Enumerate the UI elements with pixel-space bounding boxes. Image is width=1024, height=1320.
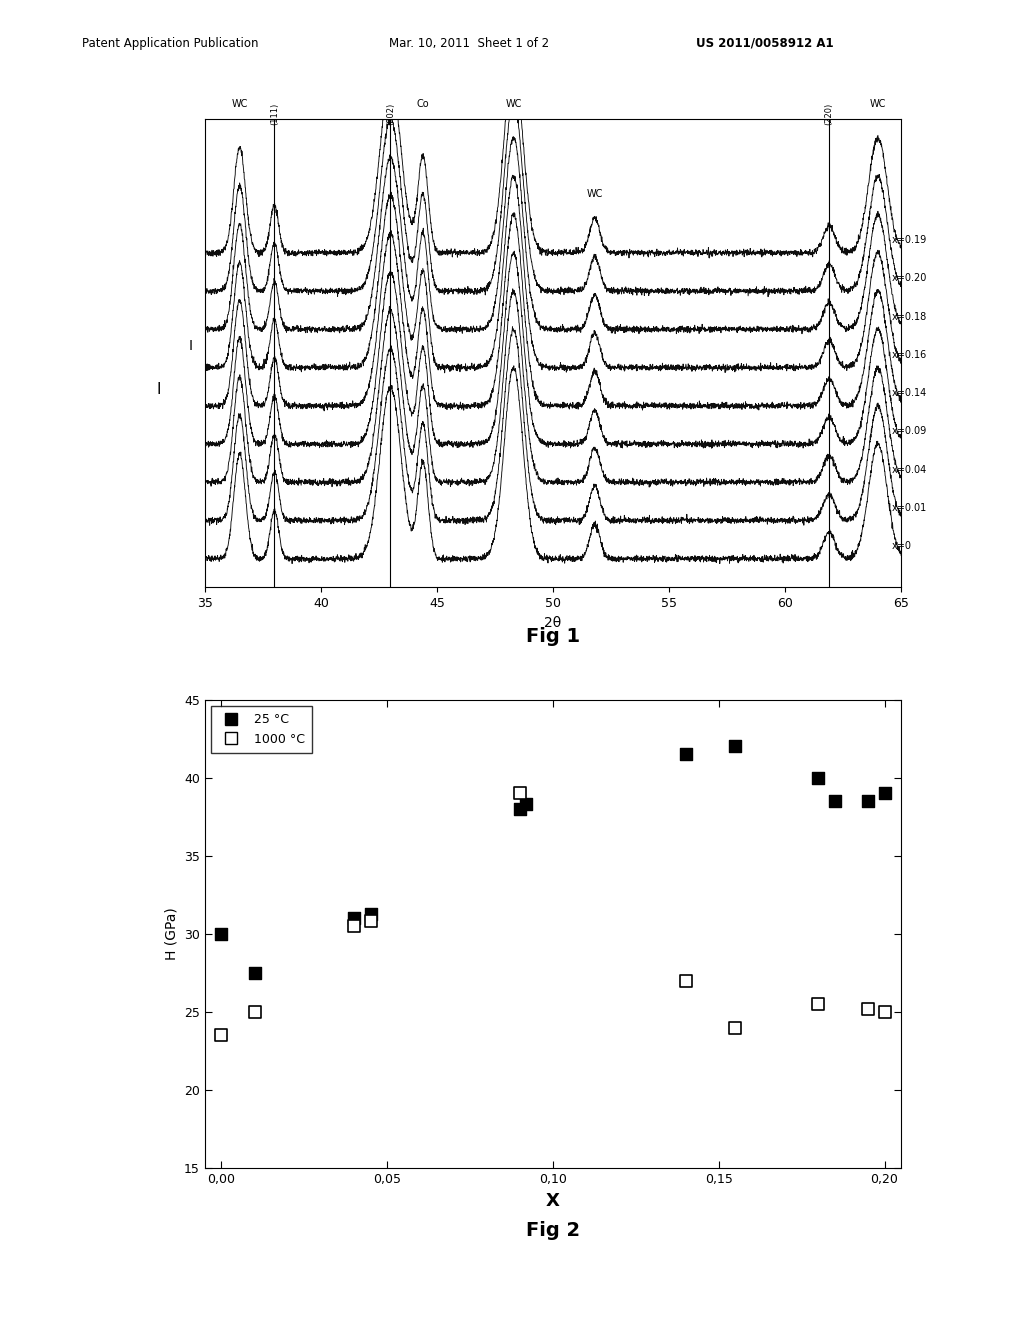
- Legend: 25 °C, 1000 °C: 25 °C, 1000 °C: [211, 706, 312, 754]
- Text: Fig 2: Fig 2: [526, 1221, 580, 1239]
- Text: I: I: [157, 381, 161, 397]
- Text: x=0.19: x=0.19: [892, 235, 927, 246]
- Text: WC: WC: [587, 189, 603, 199]
- Text: x=0.20: x=0.20: [892, 273, 927, 284]
- Point: [860, 791, 877, 812]
- Point: [678, 970, 694, 991]
- Point: [727, 737, 743, 758]
- Point: [247, 1002, 263, 1023]
- Text: x=0.04: x=0.04: [892, 465, 927, 475]
- Text: (002): (002): [386, 102, 395, 124]
- Point: [346, 916, 362, 937]
- Text: x=0.09: x=0.09: [892, 426, 927, 437]
- Text: x=0.14: x=0.14: [892, 388, 927, 399]
- Text: x=0.01: x=0.01: [892, 503, 927, 512]
- Text: Co: Co: [417, 99, 429, 110]
- Point: [860, 998, 877, 1019]
- Point: [678, 743, 694, 764]
- Y-axis label: I: I: [188, 339, 193, 352]
- Point: [247, 962, 263, 983]
- Text: x=0.18: x=0.18: [892, 312, 927, 322]
- Point: [727, 1016, 743, 1038]
- Point: [512, 783, 528, 804]
- Text: WC: WC: [231, 99, 248, 110]
- Point: [826, 791, 843, 812]
- X-axis label: X: X: [546, 1192, 560, 1209]
- Text: (111): (111): [270, 102, 279, 124]
- X-axis label: 2θ: 2θ: [545, 615, 561, 630]
- Point: [213, 1024, 229, 1045]
- Text: x=0.16: x=0.16: [892, 350, 927, 360]
- Text: x=0: x=0: [892, 541, 911, 550]
- Text: Fig 1: Fig 1: [526, 627, 580, 645]
- Point: [362, 903, 379, 924]
- Point: [877, 1002, 893, 1023]
- Point: [518, 793, 535, 814]
- Text: Patent Application Publication: Patent Application Publication: [82, 37, 258, 50]
- Point: [346, 908, 362, 929]
- Text: Mar. 10, 2011  Sheet 1 of 2: Mar. 10, 2011 Sheet 1 of 2: [389, 37, 549, 50]
- Text: WC: WC: [869, 99, 886, 110]
- Point: [810, 994, 826, 1015]
- Text: US 2011/0058912 A1: US 2011/0058912 A1: [696, 37, 834, 50]
- Point: [362, 911, 379, 932]
- Text: (220): (220): [824, 102, 834, 124]
- Point: [810, 767, 826, 788]
- Point: [213, 924, 229, 945]
- Text: WC: WC: [505, 99, 521, 110]
- Point: [512, 799, 528, 820]
- Point: [877, 783, 893, 804]
- Y-axis label: H (GPa): H (GPa): [165, 908, 178, 960]
